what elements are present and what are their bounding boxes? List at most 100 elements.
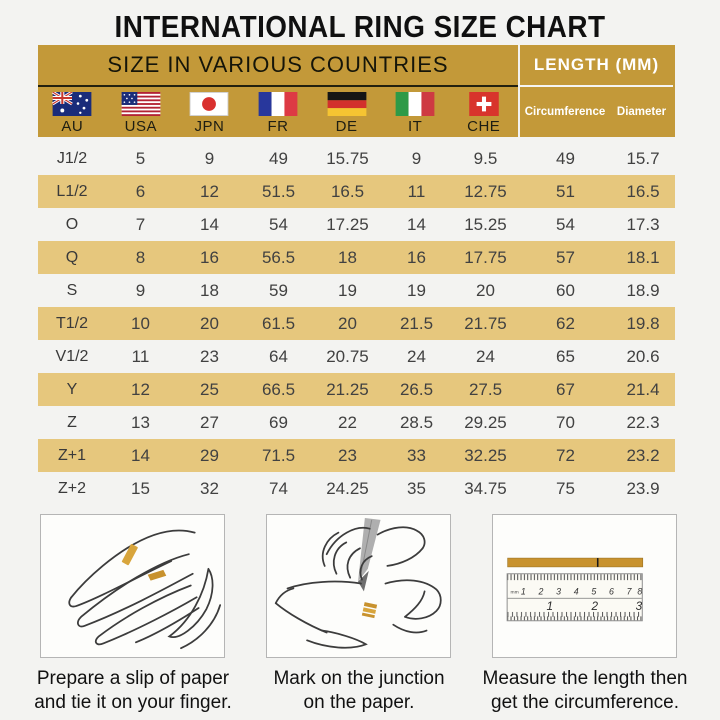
page-title: INTERNATIONAL RING SIZE CHART: [114, 9, 606, 44]
country-label-fr: FR: [267, 117, 289, 135]
cell-che: 21.75: [464, 313, 507, 333]
header-length-mm: LENGTH (MM): [518, 45, 673, 85]
cell-che: 29.25: [464, 412, 507, 432]
country-columns: AU: [38, 85, 518, 137]
cell-diameter: 22.3: [626, 412, 660, 432]
che-flag-icon: [468, 91, 499, 116]
cell-au: T1/2: [55, 314, 88, 332]
cell-che: 20: [476, 280, 495, 300]
cell-fr: 56.5: [261, 247, 296, 267]
country-label-it: CHE: [467, 117, 501, 135]
svg-text:7: 7: [627, 586, 633, 596]
cell-che: 15.25: [464, 214, 507, 234]
cell-jpn: 25: [200, 379, 219, 399]
table-row: S 9 18 59 19 19 20 60 18.9: [38, 274, 675, 307]
cell-de: 20: [338, 313, 357, 333]
cell-che: 12.75: [464, 181, 507, 201]
caption-prepare: Prepare a slip of paper and tie it on yo…: [18, 667, 248, 715]
instruction-panel-measure: mm 1 2 3 4 5 6 7 8 1 2 3: [483, 514, 687, 715]
cell-it: 24: [407, 346, 426, 366]
cell-diameter: 21.4: [626, 379, 660, 399]
cell-fr: 59: [269, 280, 288, 300]
country-label-au: AU: [61, 117, 84, 135]
cell-de: 19: [338, 280, 357, 300]
cell-diameter: 23.2: [626, 445, 660, 465]
table-row: Q 8 16 56.5 18 16 17.75 57 18.1: [38, 241, 675, 274]
svg-text:3: 3: [636, 600, 643, 613]
cell-fr: 69: [269, 412, 288, 432]
usa-flag-icon: [121, 91, 161, 116]
cell-jpn: 27: [200, 412, 219, 432]
paper-strip: [507, 557, 644, 568]
cell-it: 9: [411, 148, 422, 168]
column-header-circumference: Circumference: [524, 106, 606, 118]
cell-che: 24: [476, 346, 495, 366]
cell-au: L1/2: [56, 182, 88, 200]
caption-mark-line2: on the paper.: [303, 692, 415, 713]
cell-fr: 51.5: [261, 181, 296, 201]
table-row: T1/2 10 20 61.5 20 21.5 21.75 62 19.8: [38, 307, 675, 340]
cell-diameter: 18.1: [626, 247, 660, 267]
cell-jpn: 12: [200, 181, 219, 201]
cell-de: 20.75: [326, 346, 369, 366]
cell-de: 15.75: [326, 148, 369, 168]
svg-text:1: 1: [546, 600, 553, 613]
cell-de: 16.5: [330, 181, 365, 201]
cell-fr: 54: [269, 214, 288, 234]
cell-jpn: 29: [200, 445, 219, 465]
header-size-in-countries: SIZE IN VARIOUS COUNTRIES: [107, 52, 449, 77]
cell-diameter: 15.7: [626, 148, 660, 168]
cell-usa: 6: [135, 181, 146, 201]
cell-jpn: 32: [200, 478, 219, 498]
cell-fr: 64: [269, 346, 288, 366]
hand-pen-illustration: [266, 514, 451, 658]
cell-it: 33: [407, 445, 426, 465]
cell-fr: 66.5: [261, 379, 296, 399]
cell-diameter: 17.3: [626, 214, 660, 234]
table-row: Z+2 15 32 74 24.25 35 34.75 75 23.9: [38, 472, 675, 505]
cell-usa: 12: [131, 379, 150, 399]
cell-de: 18: [338, 247, 357, 267]
cell-diameter: 18.9: [626, 280, 660, 300]
svg-text:8: 8: [637, 586, 642, 596]
cell-circumference: 67: [556, 379, 575, 399]
caption-measure-line2: get the circumference.: [491, 692, 679, 713]
cell-usa: 14: [131, 445, 150, 465]
cell-au: Y: [66, 380, 78, 398]
jpn-flag-icon: [190, 91, 229, 116]
cell-che: 34.75: [464, 478, 507, 498]
de-flag-icon: [327, 91, 366, 116]
country-label-che-flag: IT: [407, 117, 423, 135]
caption-measure-line1: Measure the length then: [482, 668, 688, 689]
table-row: V1/2 11 23 64 20.75 24 24 65 20.6: [38, 340, 675, 373]
cell-usa: 9: [135, 280, 146, 300]
hand-paper-illustration: [40, 514, 225, 658]
cell-che: 27.5: [468, 379, 503, 399]
size-table-body: J1/2 5 9 49 15.75 9 9.5 49 15.7 L1/2 6 1…: [38, 142, 675, 505]
table-header-row: SIZE IN VARIOUS COUNTRIES LENGTH (MM): [38, 45, 675, 85]
svg-text:3: 3: [556, 586, 561, 596]
instruction-panel-mark: Mark on the junction on the paper.: [266, 514, 451, 715]
cell-fr: 61.5: [261, 313, 296, 333]
caption-mark-line1: Mark on the junction: [273, 668, 445, 689]
cell-che: 17.75: [464, 247, 507, 267]
it-flag-icon: [395, 91, 435, 116]
cell-circumference: 51: [556, 181, 575, 201]
table-row: J1/2 5 9 49 15.75 9 9.5 49 15.7: [38, 142, 675, 175]
caption-mark: Mark on the junction on the paper.: [244, 667, 474, 715]
column-header-fr: FR: [244, 87, 313, 137]
cell-au: Q: [65, 248, 79, 266]
cell-it: 35: [407, 478, 426, 498]
cell-fr: 74: [269, 478, 288, 498]
cell-usa: 7: [135, 214, 146, 234]
cell-au: S: [66, 281, 78, 299]
cell-usa: 5: [135, 148, 146, 168]
cell-usa: 11: [131, 346, 150, 366]
caption-prepare-line1: Prepare a slip of paper: [36, 668, 230, 689]
cell-diameter: 19.8: [626, 313, 660, 333]
table-row: Z+1 14 29 71.5 23 33 32.25 72 23.2: [38, 439, 675, 472]
table-row: O 7 14 54 17.25 14 15.25 54 17.3: [38, 208, 675, 241]
column-header-che: CHE: [449, 87, 518, 137]
cell-au: J1/2: [56, 149, 88, 167]
